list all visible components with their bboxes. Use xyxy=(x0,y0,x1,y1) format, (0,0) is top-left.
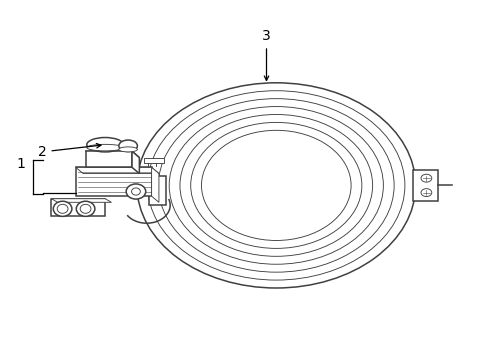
Ellipse shape xyxy=(420,189,431,197)
Ellipse shape xyxy=(53,201,72,216)
Ellipse shape xyxy=(87,138,123,152)
Ellipse shape xyxy=(190,122,361,248)
Ellipse shape xyxy=(119,147,137,152)
Polygon shape xyxy=(149,176,166,205)
Polygon shape xyxy=(76,167,151,196)
Polygon shape xyxy=(412,170,437,201)
Ellipse shape xyxy=(420,174,431,182)
Polygon shape xyxy=(151,167,159,202)
Polygon shape xyxy=(76,167,159,174)
Polygon shape xyxy=(85,151,139,158)
Text: 1: 1 xyxy=(17,157,25,171)
Ellipse shape xyxy=(76,201,95,216)
Polygon shape xyxy=(132,151,139,174)
Polygon shape xyxy=(85,151,132,167)
Ellipse shape xyxy=(147,91,404,280)
Ellipse shape xyxy=(201,130,350,240)
Ellipse shape xyxy=(57,204,68,213)
Polygon shape xyxy=(51,199,105,216)
Text: 2: 2 xyxy=(38,144,101,159)
Ellipse shape xyxy=(158,99,393,272)
Ellipse shape xyxy=(80,204,91,213)
Ellipse shape xyxy=(119,140,137,152)
Ellipse shape xyxy=(126,184,145,199)
Ellipse shape xyxy=(131,188,140,195)
Ellipse shape xyxy=(87,144,123,151)
Ellipse shape xyxy=(180,114,372,256)
Polygon shape xyxy=(51,199,111,202)
Text: 3: 3 xyxy=(262,29,270,80)
Ellipse shape xyxy=(169,107,383,264)
Polygon shape xyxy=(144,158,163,163)
